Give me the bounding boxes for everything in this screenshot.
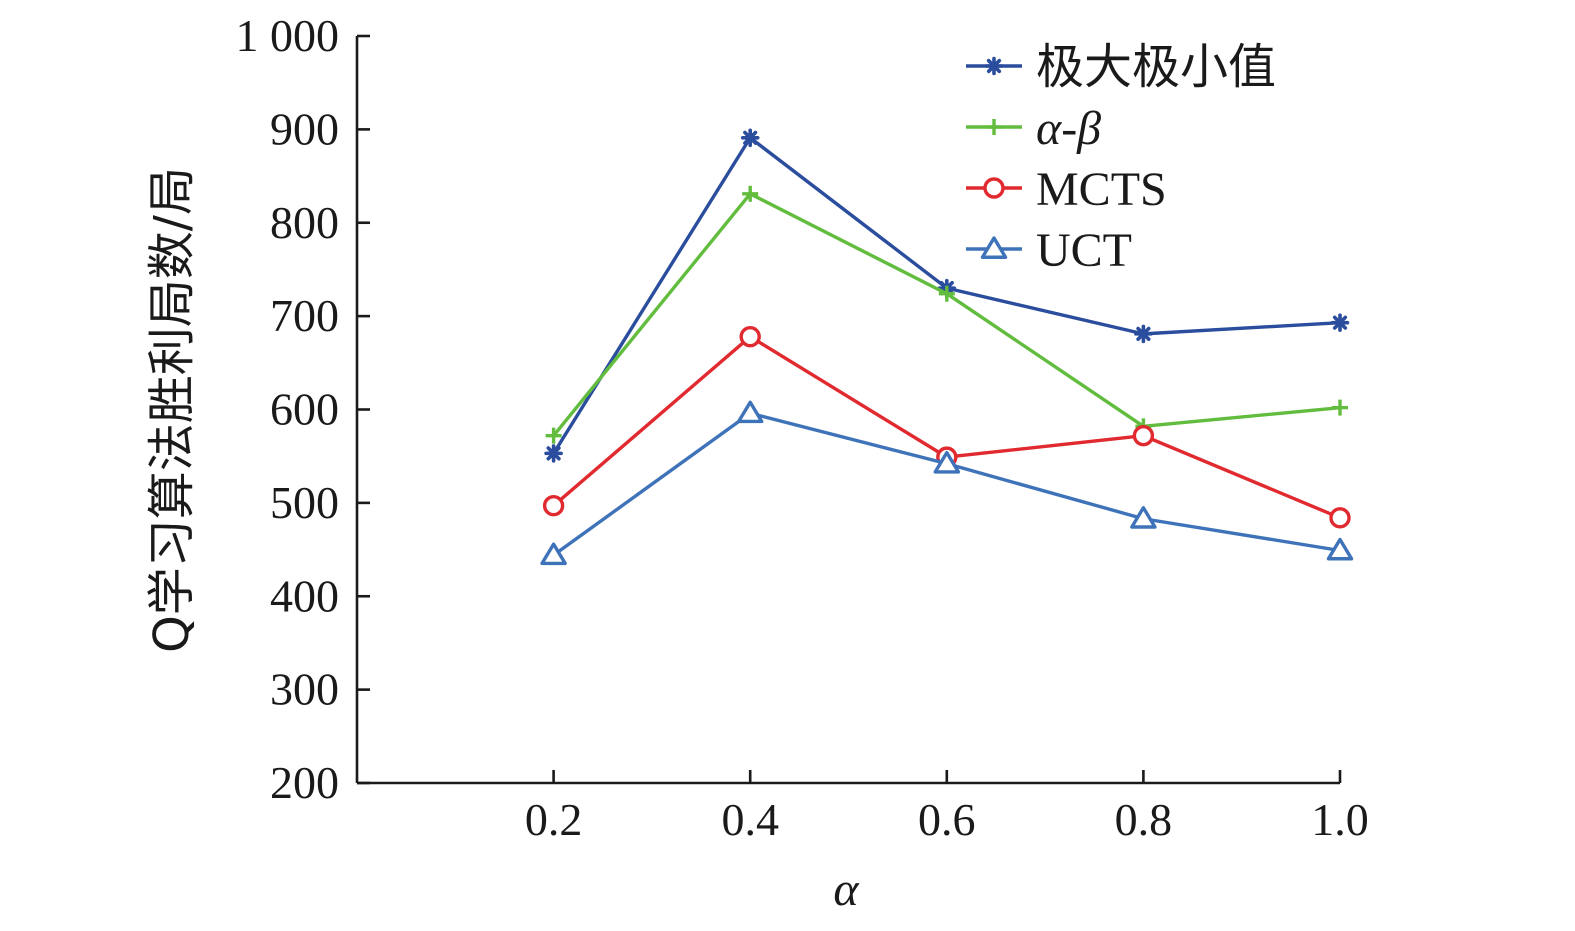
data-point: [540, 542, 567, 566]
x-ticks: 0.2 0.4 0.6 0.8 1.0: [525, 770, 1369, 845]
y-tick-label: 700: [270, 290, 339, 341]
y-axis-title: Q学习算法胜利局数/局: [144, 167, 200, 653]
axes: [355, 36, 1340, 785]
series-line: [551, 411, 1342, 557]
y-tick-label: 200: [270, 757, 339, 808]
data-point: [544, 444, 563, 463]
legend-marker: [983, 177, 1005, 199]
y-tick-label: 1 000: [236, 10, 340, 61]
legend-item: 极大极小值: [966, 39, 1276, 95]
legend-marker: [986, 119, 1002, 135]
series-layer: [540, 128, 1354, 566]
x-axis-title: α: [833, 863, 859, 916]
data-point: [1329, 507, 1351, 529]
legend-marker: [980, 236, 1008, 259]
x-tick-label: 1.0: [1311, 794, 1369, 845]
data-point: [1326, 537, 1354, 561]
data-point: [933, 450, 961, 474]
data-point: [542, 494, 565, 517]
x-tick-label: 0.6: [918, 794, 976, 845]
x-tick-label: 0.2: [525, 794, 583, 845]
y-tick-label: 500: [270, 477, 339, 528]
data-point: [742, 185, 759, 202]
y-tick-label: 800: [270, 197, 339, 248]
x-tick-label: 0.4: [721, 794, 779, 845]
y-ticks: 200 300 400 500 600 700 800 900 1 000: [236, 10, 370, 808]
data-point: [1134, 324, 1153, 344]
data-point: [736, 400, 764, 424]
series-3: [540, 400, 1354, 566]
series-line: [551, 192, 1342, 438]
series-line: [551, 334, 1342, 520]
y-tick-label: 300: [270, 664, 339, 715]
legend-label: α-β: [1036, 102, 1101, 155]
legend-item: UCT: [966, 224, 1132, 277]
legend: 极大极小值 α-β MCTS UCT: [966, 39, 1276, 277]
y-tick-label: 900: [270, 103, 339, 154]
series-1: [545, 185, 1348, 444]
data-point: [739, 325, 761, 348]
series-2: [542, 325, 1351, 529]
data-point: [1130, 506, 1157, 529]
data-point: [545, 427, 562, 444]
data-point: [938, 285, 955, 302]
legend-label: UCT: [1036, 224, 1132, 277]
y-tick-label: 400: [270, 570, 339, 621]
data-point: [1132, 424, 1155, 447]
x-tick-label: 0.8: [1115, 794, 1173, 845]
data-point: [1332, 399, 1348, 416]
legend-label: MCTS: [1036, 163, 1167, 216]
legend-item: MCTS: [966, 163, 1167, 216]
data-point: [1330, 313, 1350, 332]
legend-label: 极大极小值: [1036, 39, 1276, 95]
legend-item: α-β: [966, 102, 1101, 155]
y-tick-label: 600: [270, 384, 339, 435]
data-point: [740, 128, 760, 148]
legend-marker: [984, 56, 1004, 76]
